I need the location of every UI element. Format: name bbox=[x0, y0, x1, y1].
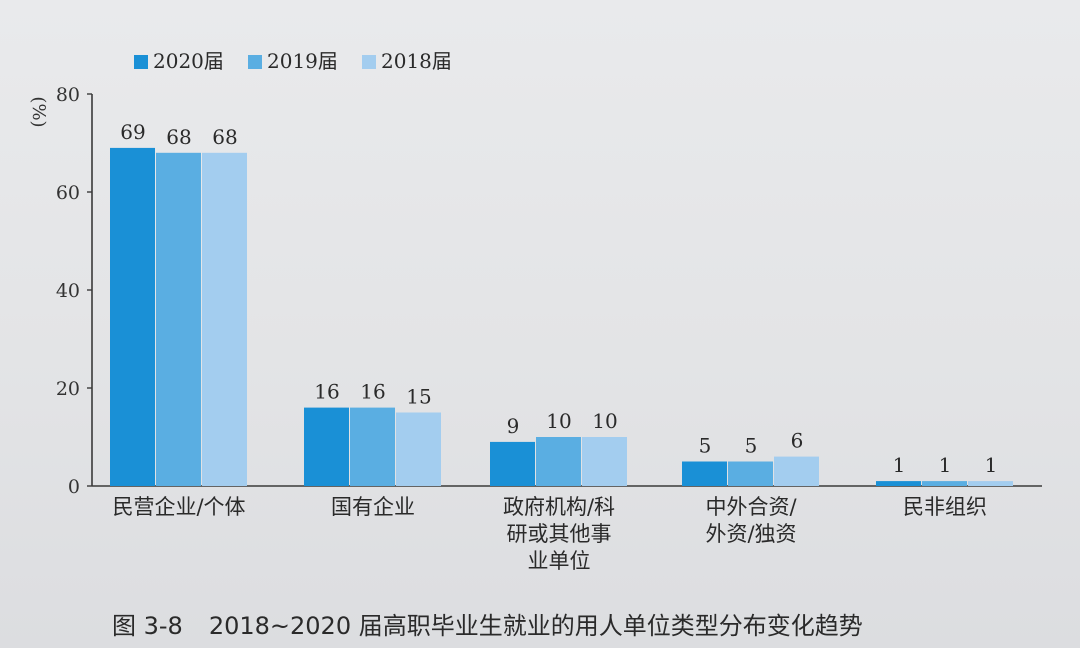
legend-swatch bbox=[362, 55, 376, 69]
category-label-line: 外资/独资 bbox=[705, 522, 796, 546]
figure-caption: 图 3-8 2018~2020 届高职毕业生就业的用人单位类型分布变化趋势 bbox=[112, 606, 1012, 641]
bar bbox=[682, 461, 727, 486]
y-tick-label: 40 bbox=[56, 280, 80, 302]
bar-value-label: 1 bbox=[939, 453, 952, 477]
category-label-line: 民非组织 bbox=[903, 495, 987, 519]
category-label: 国有企业 bbox=[331, 495, 415, 519]
bar-value-label: 5 bbox=[699, 434, 712, 458]
category-label-line: 研或其他事 bbox=[507, 522, 612, 546]
bar-value-label: 10 bbox=[546, 409, 571, 433]
bar-value-label: 68 bbox=[212, 125, 237, 149]
bar-value-label: 1 bbox=[985, 453, 998, 477]
bar bbox=[968, 481, 1013, 486]
category-label-line: 业单位 bbox=[528, 549, 591, 573]
category-label-line: 政府机构/科 bbox=[503, 495, 615, 519]
y-tick-label: 20 bbox=[56, 378, 80, 400]
bar-value-label: 69 bbox=[120, 120, 145, 144]
bar-value-label: 1 bbox=[893, 453, 906, 477]
legend-swatch bbox=[134, 55, 148, 69]
bars bbox=[110, 147, 1013, 487]
bar bbox=[304, 407, 349, 486]
legend: 2020届 2019届 2018届 bbox=[134, 49, 452, 73]
bar-value-label: 16 bbox=[314, 380, 339, 404]
legend-label: 2020届 bbox=[153, 49, 224, 73]
category-label-line: 国有企业 bbox=[331, 495, 415, 519]
category-label: 政府机构/科研或其他事业单位 bbox=[503, 495, 615, 573]
bar bbox=[582, 437, 627, 486]
category-label-line: 民营企业/个体 bbox=[112, 495, 245, 519]
bar bbox=[536, 437, 581, 486]
legend-label: 2018届 bbox=[381, 49, 452, 73]
y-tick-label: 0 bbox=[68, 476, 80, 498]
category-label: 中外合资/外资/独资 bbox=[705, 495, 797, 546]
bar bbox=[728, 461, 773, 486]
bar-value-label: 68 bbox=[166, 125, 191, 149]
bar-value-label: 16 bbox=[360, 380, 385, 404]
bar bbox=[396, 412, 441, 486]
bar-value-label: 9 bbox=[507, 414, 520, 438]
value-labels: 69 68 68 16 16 15 9 10 10 5 5 6 1 1 1 bbox=[120, 120, 997, 477]
y-tick-label: 80 bbox=[56, 84, 80, 106]
bar bbox=[876, 481, 921, 486]
category-label-line: 中外合资/ bbox=[705, 495, 797, 519]
bar-value-label: 15 bbox=[406, 385, 431, 409]
bar bbox=[202, 152, 247, 487]
bar bbox=[350, 407, 395, 486]
y-axis-ticks: 0 20 40 60 80 bbox=[56, 84, 92, 498]
category-label: 民营企业/个体 bbox=[112, 495, 245, 519]
bar bbox=[110, 147, 155, 486]
figure-title: 2018~2020 届高职毕业生就业的用人单位类型分布变化趋势 bbox=[208, 612, 863, 640]
bar bbox=[774, 456, 819, 486]
legend-item: 2018届 bbox=[362, 49, 452, 73]
y-axis-unit: (%) bbox=[28, 96, 49, 127]
category-label: 民非组织 bbox=[903, 495, 987, 519]
bar bbox=[156, 152, 201, 487]
y-tick-label: 60 bbox=[56, 182, 80, 204]
legend-swatch bbox=[248, 55, 262, 69]
bar bbox=[922, 481, 967, 486]
legend-item: 2020届 bbox=[134, 49, 224, 73]
legend-item: 2019届 bbox=[248, 49, 338, 73]
bar-value-label: 6 bbox=[791, 429, 804, 453]
category-labels: 民营企业/个体 国有企业 政府机构/科研或其他事业单位 中外合资/外资/独资 民非组织 bbox=[112, 495, 987, 573]
y-unit-label: (%) bbox=[28, 96, 49, 127]
legend-label: 2019届 bbox=[267, 49, 338, 73]
bar-value-label: 5 bbox=[745, 434, 758, 458]
bar-value-label: 10 bbox=[592, 409, 617, 433]
bar bbox=[490, 441, 535, 486]
figure-number: 图 3-8 bbox=[112, 612, 183, 640]
